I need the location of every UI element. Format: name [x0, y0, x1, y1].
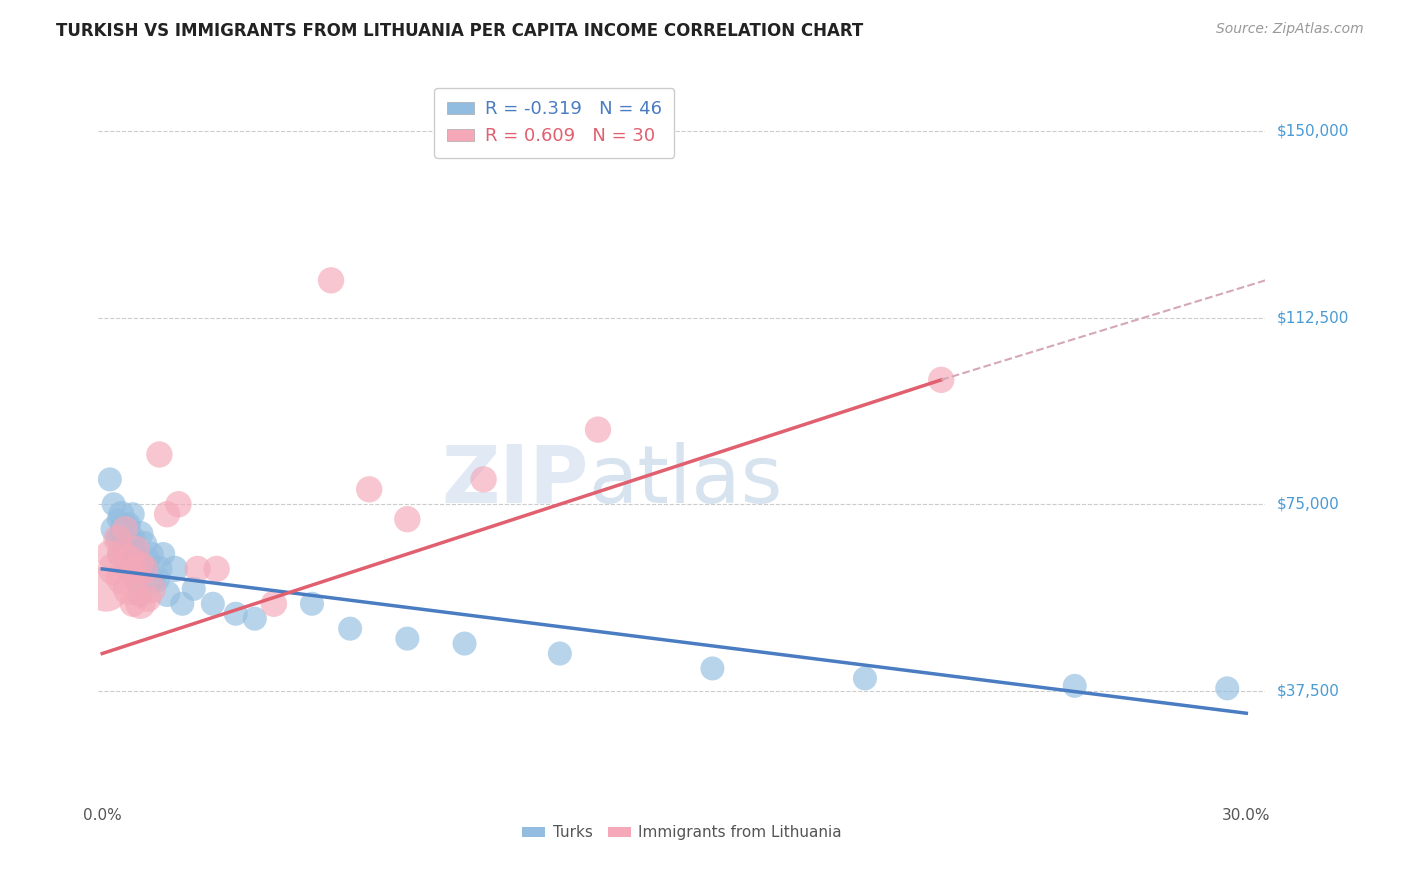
Point [156, 587, 179, 601]
Point [103, 497, 125, 511]
Point [118, 537, 141, 551]
Point [148, 448, 170, 462]
Point [121, 552, 143, 566]
Text: $112,500: $112,500 [1277, 310, 1348, 326]
Point [114, 557, 136, 571]
Text: ZIP: ZIP [441, 442, 589, 520]
Point [118, 582, 141, 596]
Point [114, 522, 136, 536]
Text: TURKISH VS IMMIGRANTS FROM LITHUANIA PER CAPITA INCOME CORRELATION CHART: TURKISH VS IMMIGRANTS FROM LITHUANIA PER… [56, 22, 863, 40]
Point [136, 552, 159, 566]
Point [121, 562, 143, 576]
Point [187, 562, 209, 576]
Point [167, 497, 190, 511]
Point [172, 597, 194, 611]
Point [98, 472, 121, 486]
Text: atlas: atlas [589, 442, 783, 520]
Point [853, 672, 876, 686]
Point [243, 612, 266, 626]
Point [163, 562, 186, 576]
Point [1216, 681, 1239, 696]
Point [141, 547, 163, 561]
Point [129, 587, 152, 601]
Point [121, 532, 143, 546]
Point [129, 557, 152, 571]
Point [136, 591, 159, 606]
Point [301, 597, 323, 611]
Text: $150,000: $150,000 [1277, 124, 1348, 138]
Point [263, 597, 285, 611]
Point [339, 622, 361, 636]
Point [114, 542, 136, 557]
Point [201, 597, 224, 611]
Point [121, 597, 143, 611]
Point [225, 607, 247, 621]
Point [586, 423, 609, 437]
Point [110, 572, 132, 586]
Point [121, 507, 143, 521]
Point [107, 532, 129, 546]
Point [134, 562, 156, 576]
Point [929, 373, 952, 387]
Point [1063, 679, 1085, 693]
Text: $75,000: $75,000 [1277, 497, 1340, 512]
Point [125, 572, 148, 586]
Point [118, 562, 141, 576]
Point [141, 572, 163, 586]
Point [129, 597, 152, 611]
Point [118, 552, 141, 566]
Point [134, 562, 156, 576]
Point [125, 547, 148, 561]
Point [396, 512, 419, 526]
Point [183, 582, 205, 596]
Point [129, 527, 152, 541]
Text: $37,500: $37,500 [1277, 683, 1340, 698]
Point [110, 527, 132, 541]
Point [453, 636, 475, 650]
Point [103, 562, 125, 576]
Point [359, 483, 381, 497]
Point [107, 512, 129, 526]
Point [319, 273, 342, 287]
Point [472, 472, 495, 486]
Point [110, 547, 132, 561]
Point [125, 572, 148, 586]
Point [205, 562, 228, 576]
Point [98, 547, 121, 561]
Point [129, 557, 152, 571]
Point [134, 537, 156, 551]
Point [141, 582, 163, 596]
Point [103, 522, 125, 536]
Legend: Turks, Immigrants from Lithuania: Turks, Immigrants from Lithuania [516, 819, 848, 847]
Point [107, 532, 129, 546]
Point [94, 582, 117, 596]
Point [156, 507, 179, 521]
Text: Source: ZipAtlas.com: Source: ZipAtlas.com [1216, 22, 1364, 37]
Point [145, 572, 167, 586]
Point [152, 547, 174, 561]
Point [110, 507, 132, 521]
Point [114, 522, 136, 536]
Point [148, 562, 170, 576]
Point [110, 547, 132, 561]
Point [125, 542, 148, 557]
Point [396, 632, 419, 646]
Point [548, 647, 571, 661]
Point [118, 517, 141, 532]
Point [702, 661, 724, 675]
